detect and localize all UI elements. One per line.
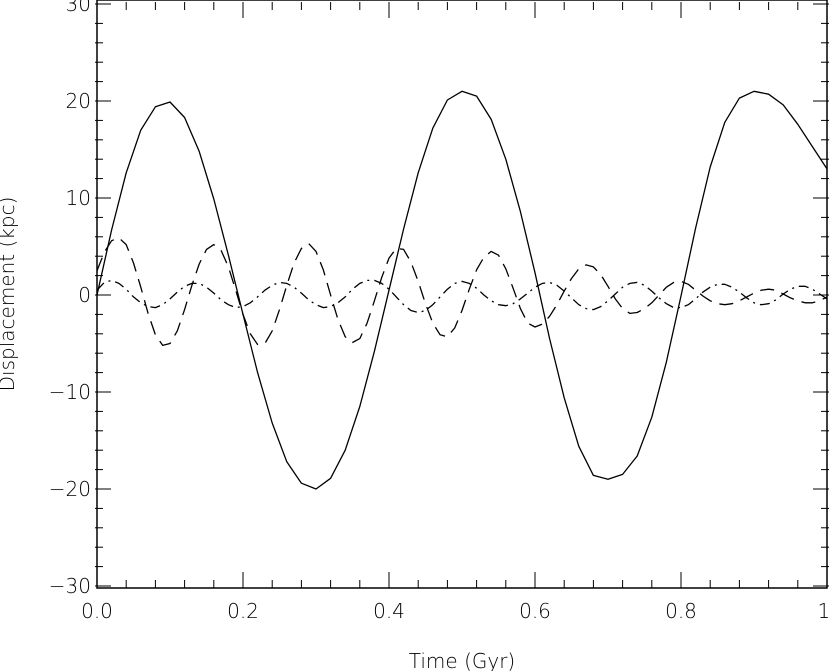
- x-axis-label: Time (Gyr): [409, 649, 515, 671]
- x-tick-label: 0.4: [373, 599, 405, 623]
- series-line-dashed: [96, 237, 828, 347]
- y-tick-label: 30: [66, 0, 91, 16]
- series-line-dash-dot: [96, 279, 828, 314]
- axis-ticks: [95, 2, 829, 588]
- y-tick-label: 0: [78, 283, 91, 307]
- y-axis-label: Displacement (kpc): [0, 197, 19, 392]
- x-tick-label: 0.8: [665, 599, 697, 623]
- y-tick-label: 10: [66, 186, 91, 210]
- x-tick-label: 0.6: [519, 599, 551, 623]
- y-tick-label: −10: [49, 380, 91, 404]
- y-tick-label: −20: [49, 477, 91, 501]
- y-tick-label: −30: [49, 574, 91, 598]
- x-tick-label: 0.0: [81, 599, 113, 623]
- plot-frame: [96, 0, 828, 589]
- series-line-solid: [96, 90, 828, 490]
- x-tick-label: 1.: [817, 599, 830, 623]
- y-tick-label: 20: [66, 89, 91, 113]
- series-group: [96, 90, 828, 490]
- tick-labels: 0.0 0.2 0.4 0.6 0.8 1. −30 −20 −10 0 10 20 30: [49, 0, 830, 623]
- x-tick-label: 0.2: [227, 599, 259, 623]
